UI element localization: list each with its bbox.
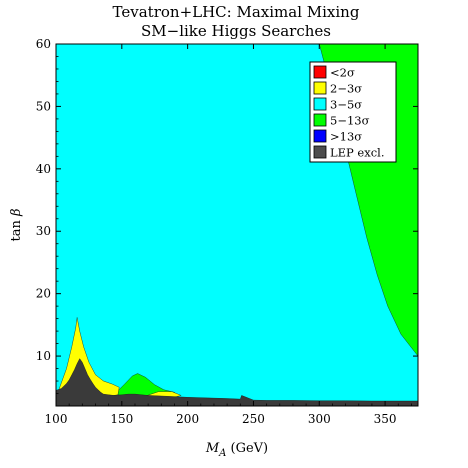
y-axis-label-main: tan: [9, 216, 24, 241]
y-axis-label-greek: β: [9, 209, 24, 218]
region-lep-excl-5: [56, 358, 418, 406]
y-tick-label: 40: [36, 162, 51, 176]
y-tick-label: 10: [36, 349, 51, 363]
plot-frame: [55, 43, 419, 407]
x-axis-label-unit: (GeV): [226, 441, 268, 456]
legend-box: [309, 61, 397, 163]
legend-label: 2−3σ: [330, 82, 362, 96]
legend-label: >13σ: [330, 130, 362, 144]
legend: <2σ 2−3σ 3−5σ 5−13σ >13σ LEP excl.: [309, 61, 397, 163]
legend-swatch: [313, 129, 327, 143]
y-tick-label: 50: [36, 99, 51, 113]
x-tick-label: 150: [110, 412, 133, 426]
y-axis-label: tan β: [9, 209, 24, 242]
legend-label: 5−13σ: [330, 114, 370, 128]
legend-swatch: [313, 113, 327, 127]
y-axis-ticks: 10 20 30 40 50 60: [36, 37, 418, 394]
x-tick-label: 250: [242, 412, 265, 426]
chart-title-line-2: SM−like Higgs Searches: [141, 22, 331, 40]
x-tick-label: 300: [308, 412, 331, 426]
legend-label: 3−5σ: [330, 98, 362, 112]
legend-swatch: [313, 97, 327, 111]
x-tick-label: 350: [374, 412, 397, 426]
y-tick-label: 60: [36, 37, 51, 51]
legend-swatch: [313, 145, 327, 159]
legend-swatch: [313, 81, 327, 95]
legend-label: <2σ: [330, 66, 355, 80]
x-axis-label-subscript: A: [218, 448, 226, 459]
x-tick-label: 100: [45, 412, 68, 426]
legend-swatch: [313, 65, 327, 79]
x-axis-label: MA (GeV): [205, 441, 268, 459]
x-axis-ticks: 100 150 200 250 300 350: [45, 44, 412, 426]
y-tick-label: 20: [36, 287, 51, 301]
legend-label: LEP excl.: [330, 146, 385, 160]
x-axis-label-main: M: [205, 441, 220, 456]
chart-title-line-1: Tevatron+LHC: Maximal Mixing: [113, 3, 360, 21]
x-tick-label: 200: [176, 412, 199, 426]
y-tick-label: 30: [36, 224, 51, 238]
